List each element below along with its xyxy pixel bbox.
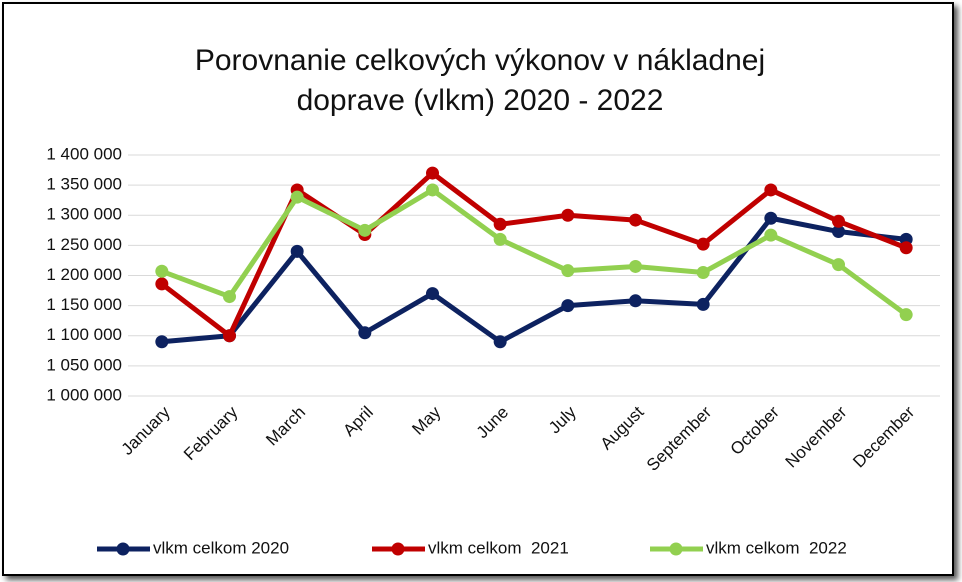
data-point bbox=[155, 264, 169, 278]
y-tick-label: 1 250 000 bbox=[46, 235, 122, 254]
legend-marker bbox=[391, 542, 405, 556]
legend-label: vlkm celkom 2021 bbox=[428, 538, 569, 557]
data-point bbox=[832, 258, 845, 272]
data-point bbox=[629, 213, 642, 227]
data-point bbox=[832, 225, 845, 239]
data-point bbox=[493, 232, 507, 246]
data-point bbox=[764, 211, 778, 225]
data-point bbox=[696, 237, 710, 251]
y-tick-label: 1 400 000 bbox=[46, 144, 122, 163]
data-point bbox=[290, 190, 304, 204]
legend-marker bbox=[116, 542, 130, 556]
chart-title: doprave (vlkm) 2020 - 2022 bbox=[297, 84, 664, 117]
y-tick-label: 1 100 000 bbox=[46, 325, 122, 344]
legend-label: vlkm celkom 2022 bbox=[706, 538, 847, 557]
data-point bbox=[155, 277, 169, 291]
y-tick-label: 1 350 000 bbox=[46, 175, 122, 194]
data-point bbox=[426, 183, 439, 197]
data-point bbox=[696, 297, 710, 311]
data-point bbox=[223, 329, 236, 343]
series-line bbox=[160, 187, 908, 317]
data-point bbox=[358, 223, 372, 237]
data-point bbox=[223, 290, 236, 304]
data-point bbox=[764, 228, 778, 242]
data-point bbox=[426, 166, 439, 180]
y-tick-label: 1 150 000 bbox=[46, 295, 122, 314]
series-line bbox=[161, 215, 907, 345]
y-tick-label: 1 300 000 bbox=[46, 205, 122, 224]
data-point bbox=[764, 183, 778, 197]
y-tick-label: 1 200 000 bbox=[46, 265, 122, 284]
data-point bbox=[155, 335, 169, 349]
data-point bbox=[493, 335, 507, 349]
data-point bbox=[493, 217, 507, 231]
data-point bbox=[358, 326, 372, 340]
legend-marker bbox=[669, 542, 683, 556]
y-tick-label: 1 050 000 bbox=[46, 355, 122, 374]
data-point bbox=[290, 244, 304, 258]
data-point bbox=[561, 208, 575, 222]
data-point bbox=[899, 241, 913, 255]
data-point bbox=[561, 264, 575, 278]
legend-label: vlkm celkom 2020 bbox=[153, 538, 289, 557]
y-tick-label: 1 000 000 bbox=[46, 385, 122, 404]
data-point bbox=[899, 308, 913, 322]
data-point bbox=[426, 287, 439, 301]
data-point bbox=[696, 265, 710, 279]
data-point bbox=[832, 214, 845, 228]
data-point bbox=[629, 294, 642, 308]
chart-title: Porovnanie celkových výkonov v nákladnej bbox=[195, 44, 765, 77]
data-point bbox=[561, 299, 575, 313]
data-point bbox=[629, 259, 642, 273]
